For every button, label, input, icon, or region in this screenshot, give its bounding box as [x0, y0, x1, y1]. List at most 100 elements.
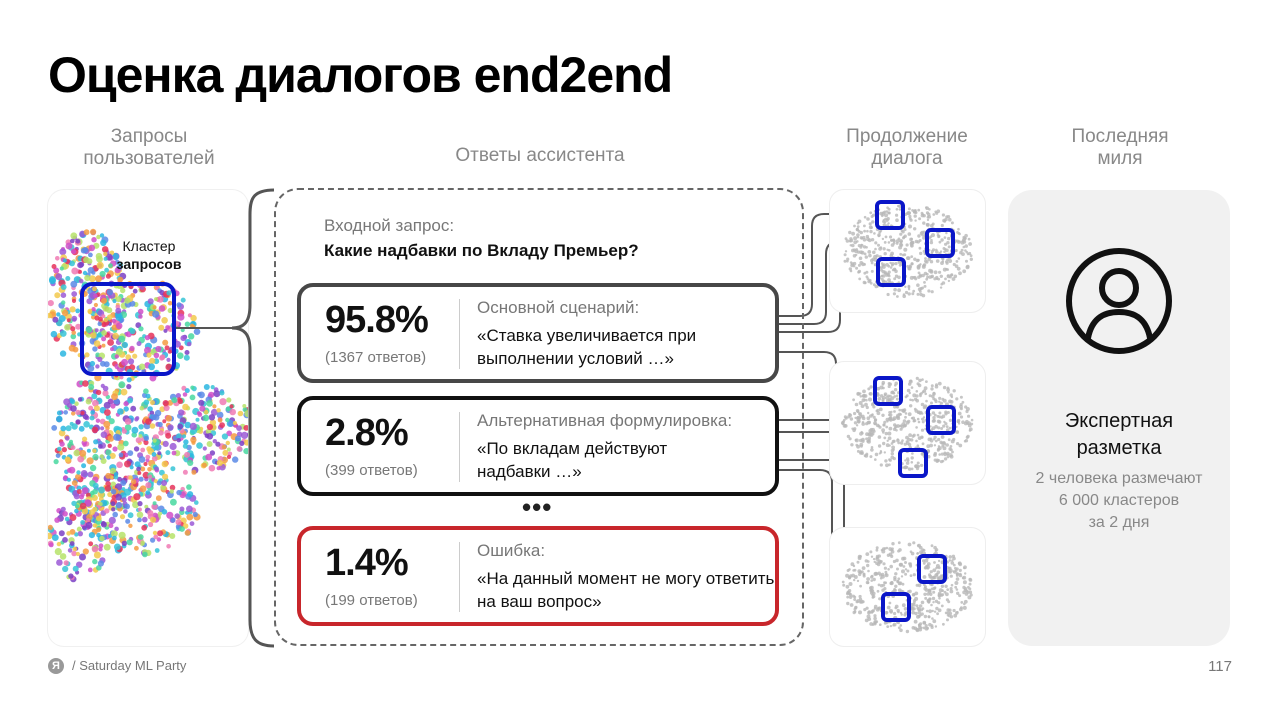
scatter-point	[93, 405, 100, 412]
scatter-point	[75, 308, 81, 314]
scatter-point	[915, 627, 919, 632]
scatter-point	[870, 215, 874, 218]
scatter-point	[943, 236, 947, 239]
scatter-point	[948, 426, 952, 430]
scatter-point	[892, 267, 897, 271]
scatter-point	[203, 409, 209, 415]
scatter-point	[892, 623, 895, 627]
scatter-point	[907, 542, 912, 547]
scatter-point	[872, 405, 876, 409]
scatter-point	[95, 418, 101, 423]
scatter-point	[928, 394, 932, 398]
scatter-point	[930, 603, 933, 607]
scatter-point	[955, 588, 959, 591]
answer-card-alternative: 2.8% (399 ответов) Альтернативная формул…	[297, 396, 779, 496]
scatter-point	[937, 437, 941, 442]
scatter-point	[904, 568, 908, 571]
scatter-point	[956, 591, 960, 595]
input-query-label: Входной запрос:	[324, 216, 455, 235]
scatter-point	[212, 439, 217, 444]
scatter-point	[907, 285, 911, 289]
scatter-point	[961, 420, 965, 424]
scatter-point	[882, 431, 885, 434]
scatter-point	[958, 271, 962, 276]
scatter-point	[855, 600, 859, 604]
scatter-point	[921, 420, 925, 424]
scatter-point	[890, 554, 894, 558]
answer-category: Ошибка:	[477, 541, 546, 560]
scatter-point	[846, 434, 851, 439]
scatter-point	[901, 603, 906, 608]
scatter-point	[882, 562, 886, 566]
scatter-point	[93, 302, 98, 308]
scatter-point	[933, 277, 937, 281]
scatter-point	[853, 607, 857, 611]
scatter-point	[166, 511, 174, 519]
scatter-point	[243, 448, 248, 455]
scatter-point	[949, 574, 953, 578]
scatter-point	[115, 322, 123, 330]
scatter-point	[952, 563, 956, 567]
scatter-point	[59, 553, 67, 560]
continuation-cluster-box	[875, 200, 905, 230]
scatter-point	[226, 397, 232, 403]
scatter-point	[881, 588, 885, 592]
scatter-point	[948, 418, 952, 422]
scatter-point	[946, 258, 949, 262]
scatter-point	[920, 402, 925, 407]
scatter-point	[905, 441, 910, 446]
scatter-point	[145, 482, 152, 489]
scatter-point	[240, 431, 248, 439]
scatter-point	[939, 460, 944, 464]
scatter-point	[196, 442, 203, 449]
scatter-point	[92, 488, 98, 495]
scatter-point	[930, 401, 933, 405]
scatter-point	[48, 300, 54, 307]
scatter-point	[940, 435, 945, 439]
continuation-panel	[830, 190, 985, 312]
scatter-point	[80, 520, 85, 525]
scatter-point	[962, 269, 967, 274]
scatter-point	[867, 279, 871, 284]
scatter-point	[104, 508, 110, 514]
scatter-point	[90, 332, 97, 339]
scatter-point	[939, 286, 943, 289]
scatter-point	[861, 439, 865, 443]
scatter-point	[872, 577, 876, 582]
scatter-point	[76, 470, 81, 475]
scatter-point	[79, 494, 84, 500]
scatter-point	[952, 608, 956, 613]
scatter-point	[81, 508, 89, 515]
scatter-point	[848, 576, 852, 580]
scatter-point	[958, 568, 962, 572]
scatter-point	[930, 384, 934, 388]
scatter-point	[56, 312, 61, 317]
scatter-point	[969, 593, 973, 597]
scatter-point	[896, 438, 899, 441]
scatter-point	[870, 446, 874, 449]
scatter-point	[954, 585, 958, 589]
scatter-point	[108, 418, 115, 425]
scatter-point	[948, 217, 952, 222]
scatter-point	[911, 592, 916, 597]
scatter-point	[879, 623, 882, 626]
scatter-point	[944, 410, 948, 414]
scatter-point	[922, 626, 926, 630]
scatter-point	[891, 547, 894, 551]
scatter-point	[893, 611, 897, 616]
scatter-point	[938, 411, 942, 415]
scatter-point	[86, 457, 94, 465]
scatter-point	[242, 404, 247, 408]
scatter-point	[899, 441, 904, 445]
scatter-point	[884, 213, 889, 218]
scatter-point	[69, 514, 77, 521]
scatter-point	[901, 230, 905, 234]
scatter-point	[895, 558, 899, 563]
scatter-point	[76, 526, 82, 532]
page-number: 117	[1208, 658, 1232, 675]
scatter-point	[952, 389, 956, 393]
scatter-point	[962, 240, 967, 244]
scatter-point	[933, 444, 937, 447]
scatter-point	[948, 611, 953, 616]
scatter-point	[910, 255, 914, 258]
